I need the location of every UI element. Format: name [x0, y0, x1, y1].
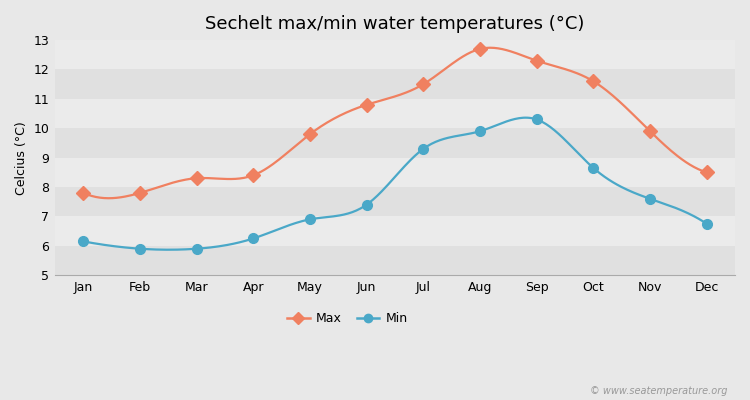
Bar: [55, 128, 735, 158]
Bar: [55, 246, 735, 275]
Legend: Max, Min: Max, Min: [282, 307, 412, 330]
Bar: [55, 40, 735, 70]
Bar: [55, 158, 735, 187]
Bar: [55, 99, 735, 128]
Bar: [55, 187, 735, 216]
Bar: [55, 216, 735, 246]
Text: © www.seatemperature.org: © www.seatemperature.org: [590, 386, 728, 396]
Bar: [55, 70, 735, 99]
Y-axis label: Celcius (°C): Celcius (°C): [15, 121, 28, 194]
Title: Sechelt max/min water temperatures (°C): Sechelt max/min water temperatures (°C): [206, 15, 585, 33]
